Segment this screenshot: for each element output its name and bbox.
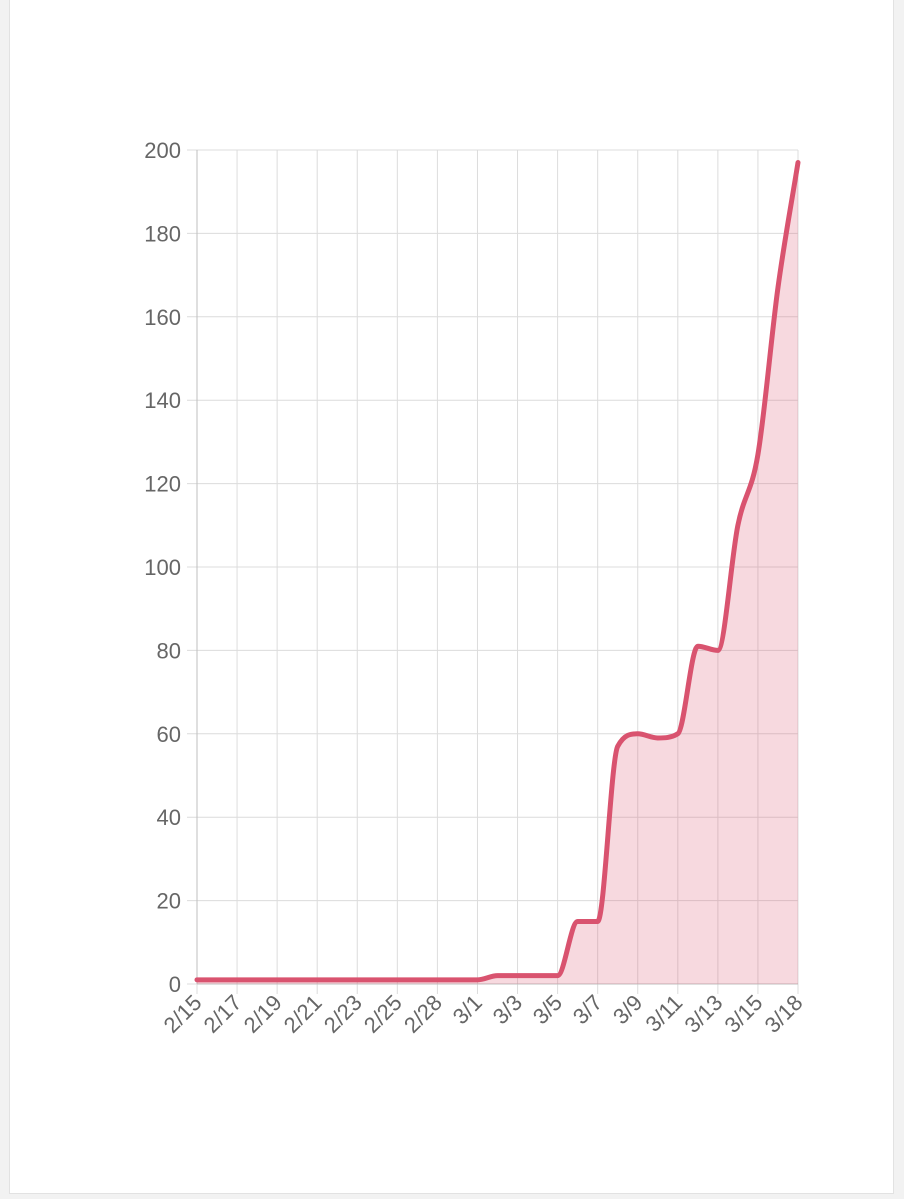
y-tick-label: 180 — [144, 221, 181, 246]
x-tick-label: 3/13 — [679, 990, 727, 1038]
y-axis: 0 20 40 60 80 100 120 140 160 180 200 — [144, 138, 181, 997]
x-tick-label: 3/18 — [760, 990, 808, 1038]
x-tick-label: 2/28 — [399, 990, 447, 1038]
y-tick-label: 120 — [144, 472, 181, 497]
x-tick-label: 2/15 — [159, 990, 207, 1038]
line-layer — [194, 160, 801, 983]
x-tick-label: 2/21 — [279, 990, 327, 1038]
grid — [187, 149, 799, 994]
y-tick-label: 0 — [169, 972, 181, 997]
y-tick-label: 200 — [144, 138, 181, 163]
x-tick-label: 2/23 — [319, 990, 367, 1038]
x-tick-label: 3/15 — [720, 990, 768, 1038]
line-chart: 0 20 40 60 80 100 120 140 160 180 200 2/152/172/19… — [144, 138, 808, 1038]
x-tick-label: 3/11 — [641, 990, 688, 1037]
x-tick-label: 2/17 — [199, 990, 247, 1038]
x-tick-label: 3/3 — [488, 990, 527, 1029]
y-tick-label: 60 — [157, 722, 181, 747]
x-tick-label: 2/19 — [239, 990, 287, 1038]
x-axis: 2/152/172/192/212/232/252/28 3/1 3/3 3/5 3/7… — [159, 990, 808, 1038]
y-tick-label: 160 — [144, 305, 181, 330]
y-tick-label: 80 — [157, 638, 181, 663]
series-line — [194, 160, 801, 983]
x-tick-label: 3/5 — [528, 990, 567, 1029]
y-tick-label: 20 — [157, 889, 181, 914]
x-tick-label: 2/25 — [359, 990, 407, 1038]
y-tick-label: 140 — [144, 388, 181, 413]
y-tick-label: 100 — [144, 555, 181, 580]
x-tick-label: 3/9 — [608, 990, 647, 1029]
series-area — [197, 162, 798, 984]
area-layer — [197, 162, 798, 984]
chart-card: 0 20 40 60 80 100 120 140 160 180 200 2/15 2/17 2/19… — [9, 0, 894, 1194]
x-tick-label: 3/1 — [448, 990, 487, 1029]
y-tick-label: 40 — [157, 805, 181, 830]
x-tick-label: 3/7 — [568, 990, 607, 1029]
